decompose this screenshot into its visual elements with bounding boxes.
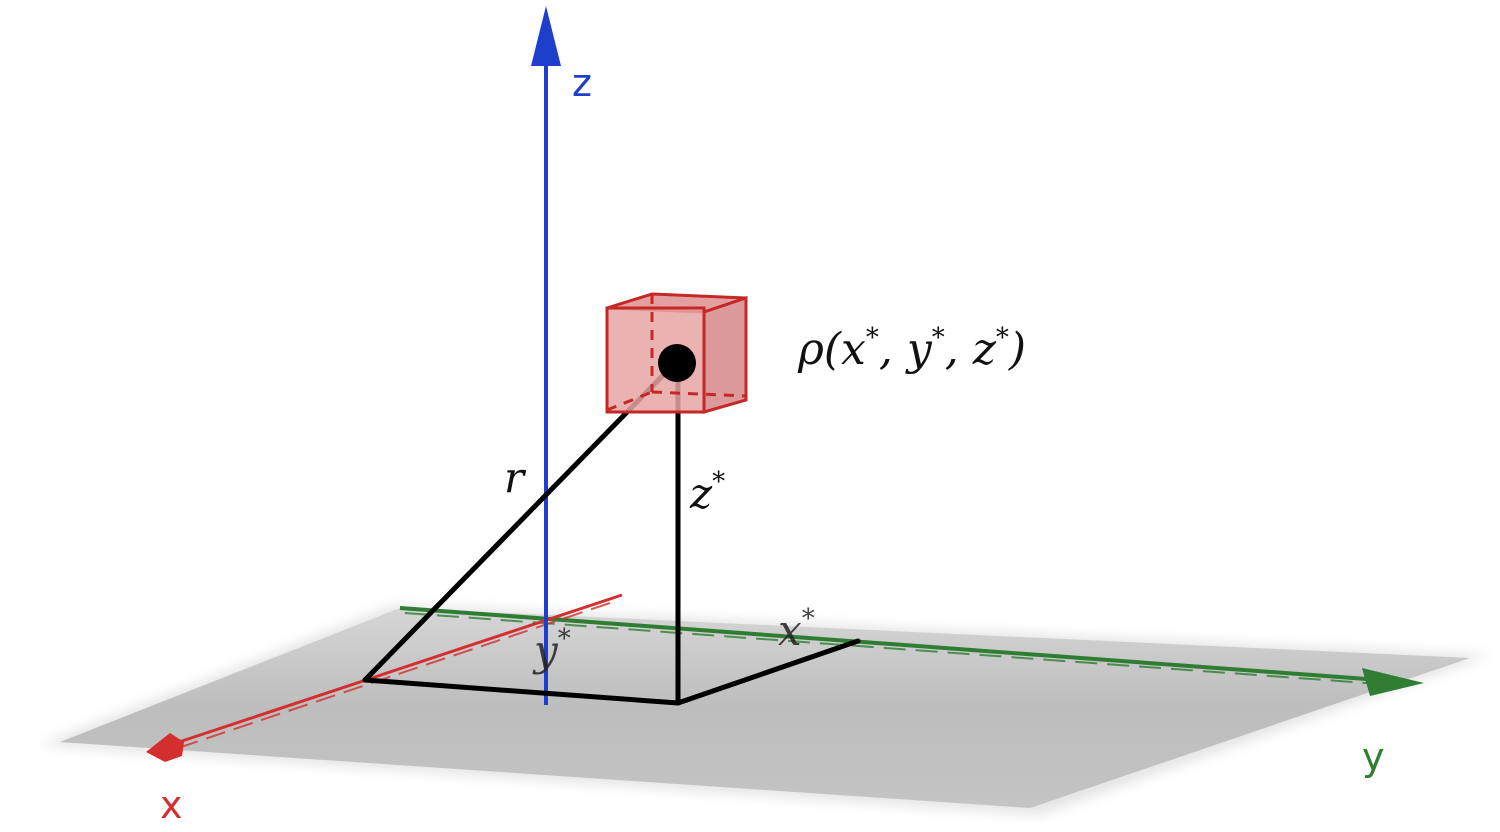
xy-plane <box>40 605 1490 815</box>
r-label: r <box>504 453 527 502</box>
z-axis-arrow-icon <box>531 6 561 66</box>
x-star-segment <box>675 638 861 706</box>
construction-lines <box>362 359 861 706</box>
z-axis <box>531 6 561 705</box>
y-star-label: y* <box>532 624 571 675</box>
z-axis-label: z <box>572 61 592 105</box>
x-axis-label: x <box>160 783 183 827</box>
y-star-segment <box>362 677 681 706</box>
y-axis-label: y <box>1362 735 1385 779</box>
x-axis-arrow-icon <box>146 733 184 762</box>
r-segment <box>362 359 679 683</box>
density-label: ρ(x*, y*, z*) <box>797 323 1026 375</box>
point-marker <box>658 344 696 382</box>
z-star-label: z* <box>689 467 725 518</box>
volume-element-cube <box>605 292 748 414</box>
y-axis <box>399 606 1424 696</box>
y-axis-arrow-icon <box>1362 668 1424 696</box>
x-star-label: x* <box>778 604 815 655</box>
